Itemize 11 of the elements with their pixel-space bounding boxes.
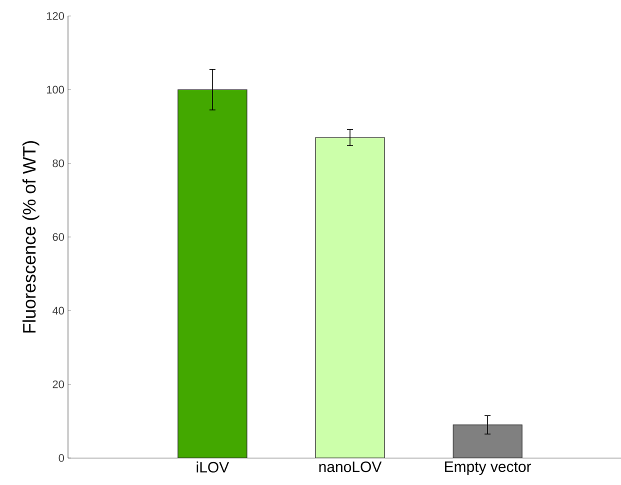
y-tick-label: 100 — [46, 86, 64, 94]
x-tick-label: iLOV — [196, 462, 230, 473]
y-axis-title: Fluorescence (% of WT) — [22, 141, 40, 333]
y-tick-label: 0 — [58, 454, 64, 462]
y-tick-label: 20 — [52, 380, 64, 388]
y-tick-label: 40 — [52, 306, 64, 315]
y-tick-label: 120 — [46, 12, 64, 20]
y-tick-label: 80 — [52, 159, 64, 168]
x-tick-label: nanoLOV — [319, 462, 382, 472]
y-tick-label: 60 — [52, 233, 64, 241]
x-tick-label: Empty vector — [445, 462, 532, 475]
